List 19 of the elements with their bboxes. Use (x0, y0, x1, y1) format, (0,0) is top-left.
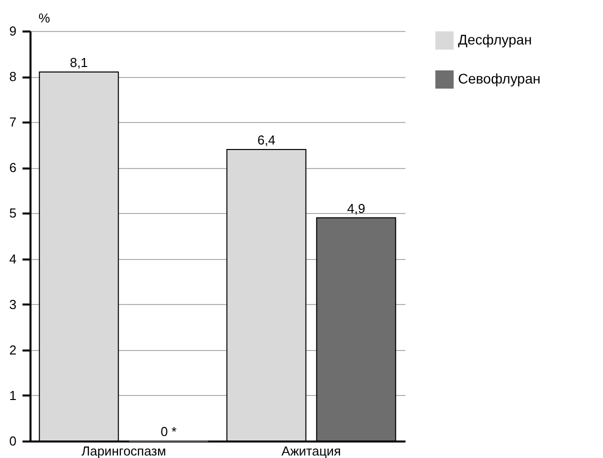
x-tick-label: Ажитация (282, 444, 341, 458)
y-tick-label: 2 (9, 342, 16, 358)
x-tick-label: Ларингоспазм (81, 444, 166, 458)
y-tick-label: 9 (9, 24, 16, 38)
data-label: 8,1 (70, 55, 88, 70)
y-tick-label: 6 (9, 160, 16, 176)
data-label: 6,4 (257, 132, 276, 148)
y-tick-label: 3 (9, 296, 16, 312)
y-tick-label: 5 (9, 206, 16, 221)
y-tick-label: 7 (9, 114, 16, 130)
y-axis-title: % (38, 10, 50, 26)
data-label: 4,9 (347, 200, 366, 216)
y-tick-label: 1 (9, 388, 16, 403)
y-tick-label: 8 (9, 69, 16, 84)
y-tick-label: 0 (9, 434, 16, 448)
y-tick-label: 4 (9, 251, 16, 266)
data-label: 0 * (160, 424, 177, 439)
legend-label: Десфлуран (458, 32, 532, 48)
legend-label: Севофлуран (458, 70, 540, 86)
